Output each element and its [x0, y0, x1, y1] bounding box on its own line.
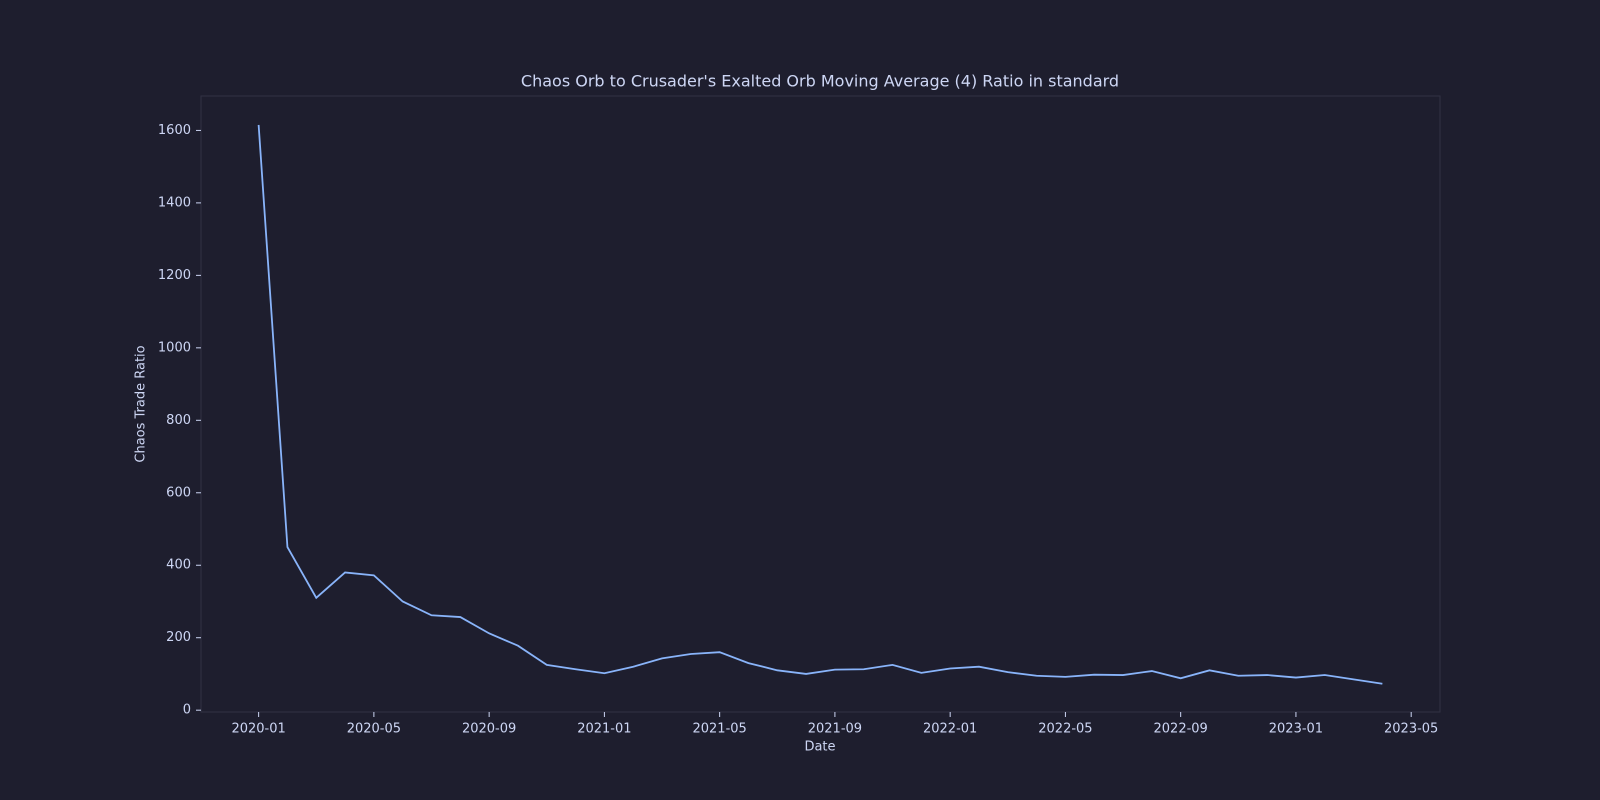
x-tick-label: 2021-09	[808, 722, 862, 737]
y-tick-label: 800	[166, 413, 191, 428]
chart-title: Chaos Orb to Crusader's Exalted Orb Movi…	[521, 72, 1119, 91]
x-tick-label: 2022-01	[923, 722, 977, 737]
y-tick-label: 0	[183, 703, 191, 718]
y-tick-label: 400	[166, 558, 191, 573]
x-tick-label: 2023-05	[1384, 722, 1438, 737]
x-tick-label: 2023-01	[1269, 722, 1323, 737]
y-tick-label: 1600	[158, 123, 191, 138]
y-axis-label: Chaos Trade Ratio	[134, 345, 149, 462]
x-tick-label: 2020-09	[462, 722, 516, 737]
x-tick-label: 2022-05	[1038, 722, 1092, 737]
y-tick-label: 600	[166, 485, 191, 500]
x-axis-label: Date	[804, 740, 835, 755]
y-tick-label: 1400	[158, 195, 191, 210]
data-line	[257, 124, 1383, 685]
y-tick-label: 1200	[158, 268, 191, 283]
x-tick-label: 2020-01	[231, 722, 285, 737]
x-tick-label: 2022-09	[1154, 722, 1208, 737]
plot-frame	[200, 95, 1441, 713]
x-tick-label: 2021-01	[577, 722, 631, 737]
y-tick-label: 200	[166, 630, 191, 645]
x-tick-label: 2021-05	[692, 722, 746, 737]
y-tick-label: 1000	[158, 340, 191, 355]
x-tick-label: 2020-05	[347, 722, 401, 737]
